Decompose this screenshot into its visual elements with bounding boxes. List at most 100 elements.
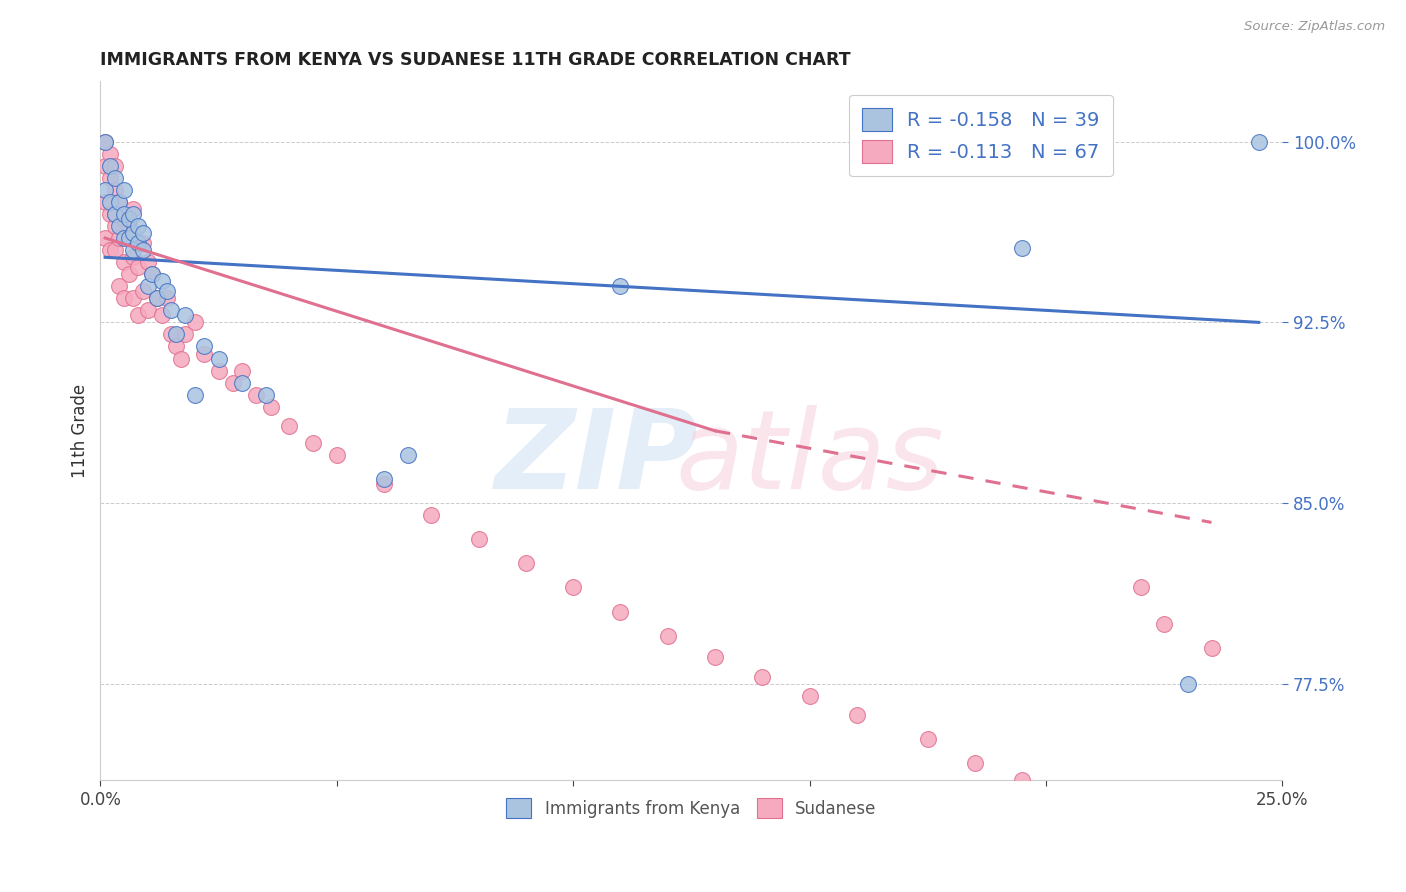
Point <box>141 267 163 281</box>
Point <box>1201 640 1223 655</box>
Point <box>207 363 229 377</box>
Point <box>160 303 183 318</box>
Point <box>136 279 159 293</box>
Point <box>122 243 145 257</box>
Point <box>165 339 187 353</box>
Point <box>165 327 187 342</box>
Point <box>98 170 121 185</box>
Point <box>112 291 135 305</box>
Point <box>122 202 145 216</box>
Point <box>98 146 121 161</box>
Point <box>1011 773 1033 788</box>
Text: Source: ZipAtlas.com: Source: ZipAtlas.com <box>1244 20 1385 33</box>
Y-axis label: 11th Grade: 11th Grade <box>72 384 89 478</box>
Point <box>132 284 155 298</box>
Point <box>231 363 253 377</box>
Text: IMMIGRANTS FROM KENYA VS SUDANESE 11TH GRADE CORRELATION CHART: IMMIGRANTS FROM KENYA VS SUDANESE 11TH G… <box>100 51 851 69</box>
Point <box>108 194 131 209</box>
Legend: Immigrants from Kenya, Sudanese: Immigrants from Kenya, Sudanese <box>499 792 883 824</box>
Point <box>609 279 631 293</box>
Point <box>94 194 117 209</box>
Point <box>245 387 267 401</box>
Point <box>136 303 159 318</box>
Point <box>141 267 163 281</box>
Point <box>127 260 149 274</box>
Point <box>751 670 773 684</box>
Point <box>222 376 245 390</box>
Point <box>94 183 117 197</box>
Point <box>1059 790 1081 805</box>
Text: ZIP: ZIP <box>495 405 699 512</box>
Point <box>122 226 145 240</box>
Point <box>467 533 489 547</box>
Point <box>174 327 197 342</box>
Point <box>146 291 169 305</box>
Point <box>103 183 125 197</box>
Point <box>122 207 145 221</box>
Point <box>94 135 117 149</box>
Point <box>122 291 145 305</box>
Point <box>259 400 281 414</box>
Point <box>132 235 155 250</box>
Point <box>103 207 125 221</box>
Point <box>1153 616 1175 631</box>
Point <box>254 387 277 401</box>
Point <box>193 339 215 353</box>
Point <box>704 650 727 665</box>
Point <box>98 159 121 173</box>
Point <box>118 219 141 233</box>
Point <box>98 194 121 209</box>
Point <box>562 581 585 595</box>
Point <box>108 219 131 233</box>
Point <box>146 291 169 305</box>
Point <box>132 226 155 240</box>
Point <box>150 274 173 288</box>
Point <box>94 231 117 245</box>
Point <box>278 419 301 434</box>
Point <box>1105 809 1128 823</box>
Point <box>160 327 183 342</box>
Point <box>112 231 135 245</box>
Point <box>1011 241 1033 255</box>
Point <box>127 235 149 250</box>
Point <box>94 159 117 173</box>
Point <box>94 135 117 149</box>
Point <box>108 194 131 209</box>
Point <box>917 732 939 747</box>
Point <box>1177 677 1199 691</box>
Point <box>98 243 121 257</box>
Point <box>150 308 173 322</box>
Point <box>132 243 155 257</box>
Point <box>103 207 125 221</box>
Point <box>103 219 125 233</box>
Point <box>118 267 141 281</box>
Point <box>103 159 125 173</box>
Point <box>112 183 135 197</box>
Point <box>1247 135 1270 149</box>
Point <box>799 689 821 703</box>
Point <box>108 231 131 245</box>
Point <box>112 211 135 226</box>
Point <box>155 291 177 305</box>
Point <box>373 472 395 486</box>
Point <box>396 448 419 462</box>
Point <box>193 347 215 361</box>
Point <box>127 308 149 322</box>
Point <box>170 351 193 366</box>
Point <box>515 557 537 571</box>
Point <box>98 207 121 221</box>
Point <box>609 605 631 619</box>
Point <box>118 231 141 245</box>
Point <box>657 629 679 643</box>
Point <box>103 170 125 185</box>
Point <box>174 308 197 322</box>
Text: atlas: atlas <box>675 405 943 512</box>
Point <box>965 756 987 771</box>
Point <box>231 376 253 390</box>
Point <box>326 448 349 462</box>
Point <box>184 315 207 329</box>
Point <box>1129 581 1152 595</box>
Point <box>112 207 135 221</box>
Point <box>112 255 135 269</box>
Point <box>207 351 229 366</box>
